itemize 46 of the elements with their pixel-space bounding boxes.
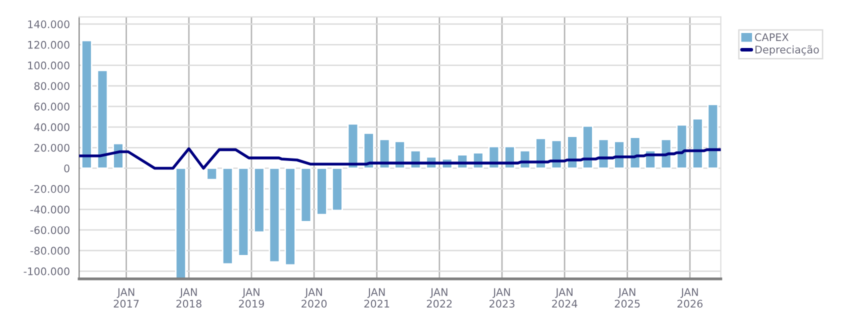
bar: [81, 40, 92, 169]
x-tick-label: JAN 2017: [114, 288, 139, 308]
bar: [238, 168, 250, 256]
bar: [206, 168, 218, 180]
x-tick-label: JAN 2018: [176, 288, 202, 308]
bar: [582, 125, 594, 169]
y-tick-label: 140.000: [28, 20, 70, 28]
x-tick-label: JAN 2021: [364, 288, 390, 308]
bar: [332, 168, 343, 212]
bar: [175, 168, 186, 279]
x-tick-label: JAN 2025: [614, 288, 640, 308]
x-tick-label: JAN 2020: [302, 288, 327, 308]
bar: [363, 132, 374, 169]
y-tick-label: -100.000: [24, 267, 70, 276]
x-tick-label: JAN 2024: [552, 288, 578, 308]
legend-label: Depreciação: [755, 45, 819, 56]
line-series: [79, 147, 721, 170]
bar: [96, 70, 108, 169]
x-tick-label: JAN 2026: [677, 288, 703, 308]
y-tick-label: -80.000: [30, 246, 70, 255]
bar: [692, 118, 704, 169]
bar: [394, 140, 406, 169]
y-tick-label: 40.000: [34, 123, 70, 132]
bar: [316, 168, 328, 216]
bar: [707, 104, 719, 169]
bar: [347, 123, 359, 169]
bar: [660, 138, 672, 169]
y-tick-label: -40.000: [30, 206, 70, 214]
legend-label: CAPEX: [755, 33, 789, 42]
y-tick-label: -20.000: [30, 185, 70, 193]
x-tick-label: JAN 2022: [426, 288, 452, 308]
bar: [222, 168, 234, 265]
bar: [284, 168, 296, 266]
y-tick-label: -60.000: [30, 226, 70, 234]
y-tick-label: 120.000: [28, 40, 70, 49]
y-tick-label: 80.000: [34, 82, 70, 90]
x-tick-label: JAN 2023: [490, 288, 514, 308]
y-tick-label: 0: [64, 164, 70, 172]
bar: [254, 168, 265, 233]
y-tick-label: 100.000: [28, 62, 70, 70]
y-tick-label: 60.000: [34, 102, 70, 111]
bar: [268, 168, 280, 263]
bar: [300, 168, 312, 222]
x-tick-label: JAN 2019: [238, 288, 264, 308]
y-tick-label: 20.000: [34, 144, 70, 152]
bar: [676, 124, 688, 169]
